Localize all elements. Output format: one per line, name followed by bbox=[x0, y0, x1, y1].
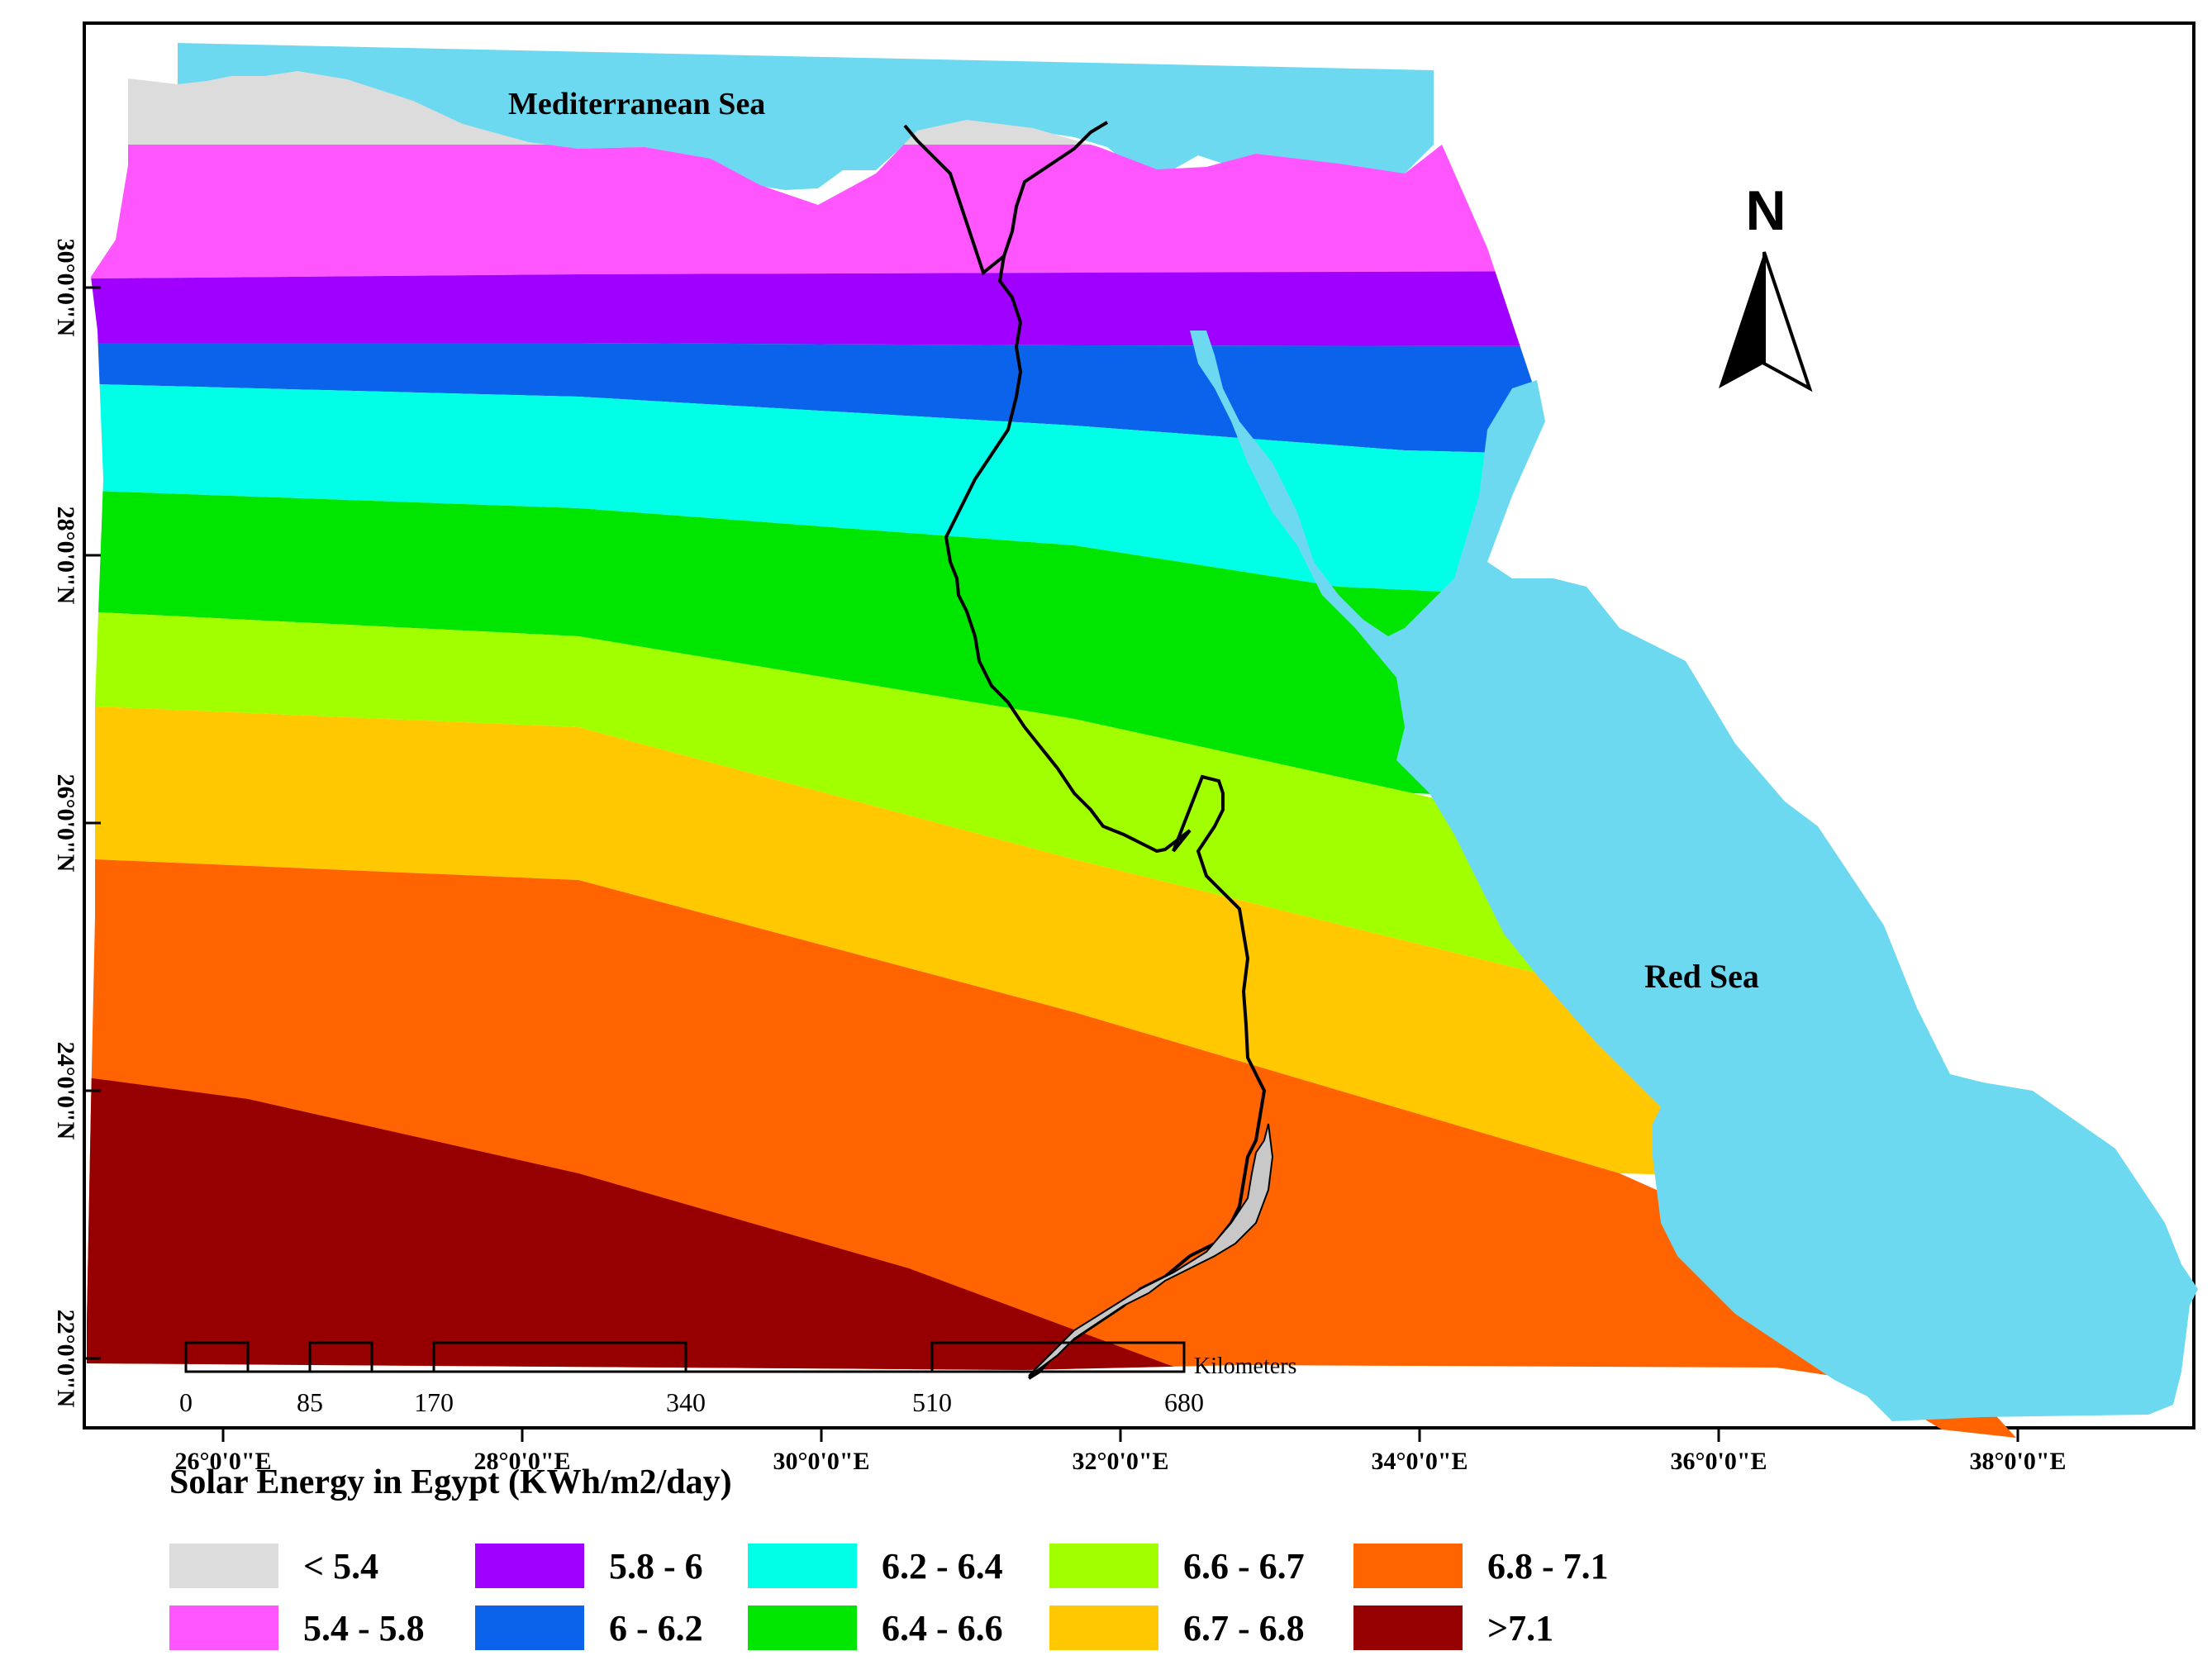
legend-label: < 5.4 bbox=[303, 1545, 379, 1587]
lon-tick-30: 30°0'0"E bbox=[773, 1448, 870, 1475]
lat-tick-22: 22°0'0"N bbox=[52, 1310, 79, 1408]
legend-swatch bbox=[475, 1544, 584, 1588]
lon-tick-26: 26°0'0"E bbox=[175, 1448, 272, 1475]
legend-label: 6.4 - 6.6 bbox=[882, 1607, 1003, 1648]
legend-item-6-6-6-7: 6.6 - 6.7 bbox=[1049, 1544, 1305, 1588]
scale-tick-340: 340 bbox=[666, 1387, 706, 1417]
lon-tick-38: 38°0'0"E bbox=[1970, 1448, 2067, 1475]
longitude-ticks: 26°0'0"E 28°0'0"E 30°0'0"E 32°0'0"E 34°0… bbox=[175, 1428, 2067, 1475]
legend-swatch bbox=[1353, 1544, 1463, 1588]
legend-label: >7.1 bbox=[1487, 1607, 1554, 1648]
lat-tick-28: 28°0'0"N bbox=[52, 507, 79, 605]
legend-item-6-8-7-1: 6.8 - 7.1 bbox=[1353, 1544, 1609, 1588]
red-sea-label: Red Sea bbox=[1644, 958, 1759, 995]
legend-swatch bbox=[475, 1606, 584, 1650]
scale-unit: Kilometers bbox=[1194, 1353, 1296, 1379]
latitude-ticks: 30°0'0"N 28°0'0"N 26°0'0"N 24°0'0"N 22°0… bbox=[52, 239, 101, 1408]
legend-label: 5.8 - 6 bbox=[609, 1545, 703, 1587]
legend-label: 6.6 - 6.7 bbox=[1183, 1545, 1305, 1587]
lat-tick-26: 26°0'0"N bbox=[52, 774, 79, 873]
legend-swatch bbox=[748, 1606, 857, 1650]
legend-label: 6.8 - 7.1 bbox=[1487, 1545, 1609, 1587]
band-gt-7-1 bbox=[87, 1066, 1198, 1438]
lat-tick-24: 24°0'0"N bbox=[52, 1042, 79, 1140]
mediterranean-sea-area bbox=[178, 43, 1434, 202]
lon-tick-32: 32°0'0"E bbox=[1073, 1448, 1169, 1475]
lon-tick-28: 28°0'0"E bbox=[474, 1448, 571, 1475]
legend-item-5-4-5-8: 5.4 - 5.8 bbox=[169, 1606, 425, 1650]
legend-swatch bbox=[748, 1544, 857, 1588]
legend-label: 6.7 - 6.8 bbox=[1183, 1607, 1305, 1648]
legend-swatch bbox=[1049, 1606, 1158, 1650]
scale-tick-680: 680 bbox=[1164, 1387, 1204, 1417]
legend-label: 6 - 6.2 bbox=[609, 1607, 703, 1648]
scale-tick-510: 510 bbox=[912, 1387, 952, 1417]
north-arrow-right-half bbox=[1762, 251, 1813, 392]
scale-tick-0: 0 bbox=[179, 1387, 193, 1417]
legend-item-6-6-2: 6 - 6.2 bbox=[475, 1606, 703, 1650]
lat-tick-30: 30°0'0"N bbox=[52, 239, 79, 337]
band-5-4-5-8 bbox=[87, 145, 2016, 279]
nile-river bbox=[944, 121, 1267, 1380]
legend-item-lt-5-4: < 5.4 bbox=[169, 1544, 378, 1588]
legend-item-5-8-6: 5.8 - 6 bbox=[475, 1544, 703, 1588]
legend-item-gt-7-1: >7.1 bbox=[1353, 1606, 1553, 1650]
legend-label: 5.4 - 5.8 bbox=[303, 1607, 425, 1648]
legend-label: 6.2 - 6.4 bbox=[882, 1545, 1003, 1587]
scale-tick-85: 85 bbox=[297, 1387, 323, 1417]
red-sea-area bbox=[1190, 331, 2198, 1421]
legend-item-6-4-6-6: 6.4 - 6.6 bbox=[748, 1606, 1003, 1650]
lon-tick-36: 36°0'0"E bbox=[1671, 1448, 1767, 1475]
north-arrow: N bbox=[1719, 179, 1813, 392]
legend-item-6-2-6-4: 6.2 - 6.4 bbox=[748, 1544, 1003, 1588]
north-arrow-left-half bbox=[1719, 252, 1764, 388]
legend-swatch bbox=[1353, 1606, 1463, 1650]
mediterranean-sea-label: Mediterranean Sea bbox=[508, 87, 765, 121]
scale-bar: 0 85 170 340 510 680 Kilometers bbox=[179, 1341, 1296, 1417]
map-frame bbox=[83, 21, 2195, 1430]
lake-nasser bbox=[1028, 1123, 1274, 1377]
legend-swatch bbox=[169, 1606, 278, 1650]
nile-west-branch bbox=[903, 124, 1006, 276]
lon-tick-34: 34°0'0"E bbox=[1372, 1448, 1468, 1475]
legend-swatch bbox=[1049, 1544, 1158, 1588]
legend-title: Solar Energy in Egypt (KWh/m2/day) bbox=[169, 1463, 732, 1501]
scale-tick-170: 170 bbox=[414, 1387, 454, 1417]
north-arrow-label: N bbox=[1745, 179, 1786, 242]
band-5-8-6 bbox=[87, 269, 2016, 347]
legend-swatch bbox=[169, 1544, 278, 1588]
legend-item-6-7-6-8: 6.7 - 6.8 bbox=[1049, 1606, 1305, 1650]
